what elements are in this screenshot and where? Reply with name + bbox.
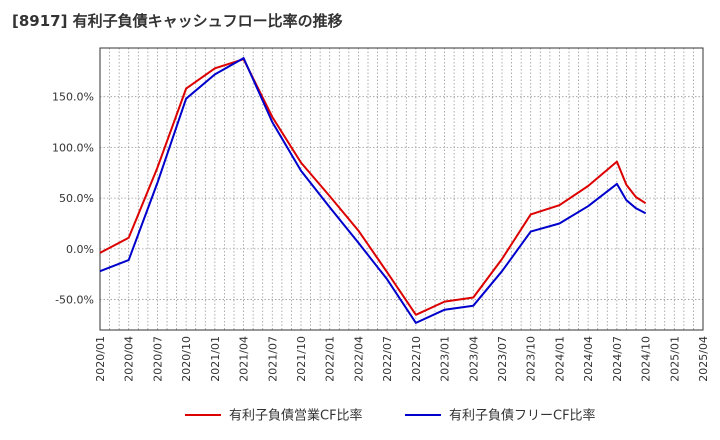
x-tick-label: 2020/10 [180,336,193,382]
y-tick-label: 0.0% [66,243,94,256]
x-tick-label: 2024/01 [553,336,566,382]
x-tick-label: 2021/10 [295,336,308,382]
x-tick-label: 2024/04 [582,336,595,382]
plot-frame [99,47,704,331]
x-tick-label: 2023/10 [525,336,538,382]
x-tick-label: 2023/07 [496,336,509,382]
y-tick-label: 150.0% [52,91,94,104]
chart-title: [8917] 有利子負債キャッシュフロー比率の推移 [12,12,343,30]
legend-label-2: 有利子負債フリーCF比率 [449,408,596,424]
x-tick-label: 2024/10 [640,336,653,382]
x-tick-label: 2025/04 [697,336,710,382]
y-tick-label: 100.0% [52,141,94,154]
x-tick-label: 2025/01 [668,336,681,382]
x-tick-label: 2020/01 [94,336,107,382]
legend-label-1: 有利子負債営業CF比率 [229,408,363,424]
x-tick-label: 2022/10 [410,336,423,382]
series-line-1 [99,58,647,316]
x-tick-label: 2023/01 [439,336,452,382]
x-tick-label: 2021/01 [209,336,222,382]
series-line-2 [99,57,647,324]
x-tick-label: 2022/07 [381,336,394,382]
x-tick-label: 2020/07 [151,336,164,382]
x-tick-label: 2022/04 [352,336,365,382]
y-tick-label: 50.0% [59,192,94,205]
x-tick-label: 2024/07 [611,336,624,382]
x-tick-label: 2020/04 [123,336,136,382]
y-tick-label: -50.0% [55,294,94,307]
x-tick-label: 2022/01 [324,336,337,382]
x-tick-label: 2021/07 [266,336,279,382]
x-tick-label: 2023/04 [467,336,480,382]
x-tick-label: 2021/04 [238,336,251,382]
